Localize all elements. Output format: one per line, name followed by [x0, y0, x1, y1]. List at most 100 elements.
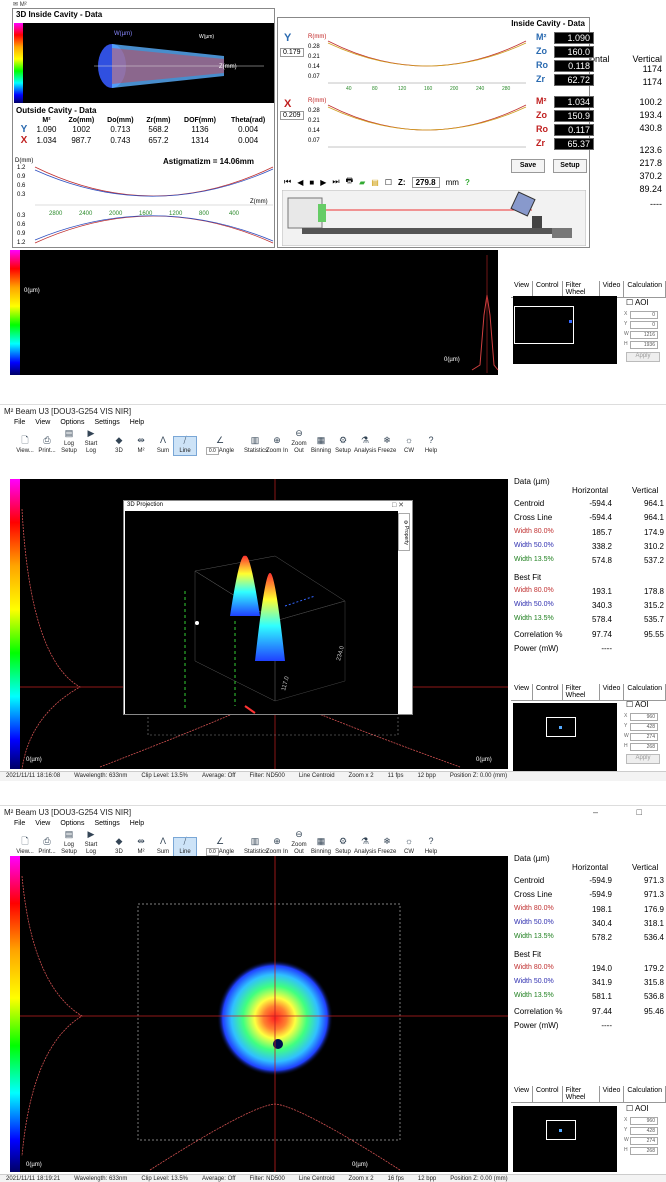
z-value[interactable]: 279.8 [411, 176, 440, 188]
toolbar-3d-button[interactable]: ◆ 3D [108, 436, 130, 455]
setup-button[interactable]: Setup [553, 159, 587, 173]
save-button[interactable]: Save [511, 159, 545, 173]
menu-settings[interactable]: Settings [94, 820, 120, 827]
toolbar-line-button[interactable]: ⧸ Line [173, 837, 197, 857]
toolbar-sum-button[interactable]: Λ Sum [152, 837, 174, 856]
tab-control[interactable]: Control [533, 1086, 563, 1102]
toolbar-statistics-button[interactable]: ▥ Statistics [244, 435, 269, 455]
aoi-y-spinner[interactable]: 0 [630, 321, 658, 329]
aoi-h-spinner[interactable]: 1936 [630, 341, 658, 349]
toolbar-analysis-button[interactable]: ⚗ Analysis [354, 435, 377, 455]
toolbar-zoom-in-button[interactable]: ⊕ Zoom In [266, 836, 289, 856]
menu-help[interactable]: Help [129, 820, 145, 827]
frame-icon[interactable]: ☐ [384, 177, 393, 187]
toolbar-angle-button[interactable]: ∠ 0.0 Angle [202, 837, 238, 856]
toolbar-m--button[interactable]: ⇹ M² [130, 436, 152, 455]
tab-view[interactable]: View [511, 1086, 534, 1102]
menu-file[interactable]: File [14, 419, 26, 426]
toolbar-print--button[interactable]: ⎙ Print... [36, 837, 58, 856]
projection-window-controls[interactable]: □ ✕ [391, 502, 404, 509]
toolbar-sum-button[interactable]: Λ Sum [152, 436, 174, 455]
help-icon[interactable]: ? [464, 177, 470, 187]
toolbar-zoom-out-button[interactable]: ⊖ Zoom Out [288, 429, 310, 455]
angle-value[interactable]: 0.0 [205, 848, 219, 856]
tab-calculation[interactable]: Calculation [624, 281, 666, 297]
rewind-icon[interactable]: ⏮ [284, 177, 292, 186]
tab-control[interactable]: Control [533, 684, 563, 700]
p3-aoi-label[interactable]: ☐ AOI [626, 1104, 649, 1113]
tab-video[interactable]: Video [600, 1086, 625, 1102]
tab-view[interactable]: View [511, 281, 534, 297]
stop-icon[interactable]: ■ [309, 177, 315, 187]
toolbar-view--button[interactable]: 🗋 View... [14, 436, 36, 455]
menu-settings[interactable]: Settings [94, 419, 120, 426]
toolbar-3d-button[interactable]: ◆ 3D [108, 837, 130, 856]
menu-file[interactable]: File [14, 820, 26, 827]
outside-value-cell: 1.090 [36, 125, 57, 134]
property-tab[interactable]: ⚙Property [398, 513, 410, 551]
outside-header-cell [17, 117, 31, 124]
aoi-x-spinner[interactable]: 0 [630, 311, 658, 319]
menu-help[interactable]: Help [129, 419, 145, 426]
aoi-w-spinner[interactable]: 274 [630, 1137, 658, 1145]
param-label: Zo [536, 110, 547, 120]
tab-calculation[interactable]: Calculation [624, 1086, 666, 1102]
toolbar-cw-button[interactable]: ☼ CW [398, 436, 420, 455]
toolbar-help-button[interactable]: ? Help [420, 837, 442, 856]
toolbar-log-setup-button[interactable]: ▤ Log Setup [58, 429, 80, 455]
folder-icon[interactable]: ▰ [359, 177, 366, 187]
toolbar-help-button[interactable]: ? Help [420, 436, 442, 455]
aoi-x-spinner[interactable]: 960 [630, 1117, 658, 1125]
toolbar-cw-button[interactable]: ☼ CW [398, 837, 420, 856]
p1-apply-button[interactable]: Apply [626, 352, 660, 362]
tab-view[interactable]: View [511, 684, 534, 700]
print-icon[interactable]: 🖶 [345, 176, 354, 185]
toolbar-setup-button[interactable]: ⚙ Setup [332, 436, 354, 455]
p2-aoi-label[interactable]: ☐ AOI [626, 700, 649, 709]
aoi-w-spinner[interactable]: 1216 [630, 331, 658, 339]
tab-filter-wheel[interactable]: Filter Wheel [563, 281, 600, 297]
aoi-y-spinner[interactable]: 428 [630, 1127, 658, 1135]
toolbar-setup-button[interactable]: ⚙ Setup [332, 837, 354, 856]
toolbar-freeze-button[interactable]: ❄ Freeze [377, 836, 397, 856]
tab-filter-wheel[interactable]: Filter Wheel [563, 684, 600, 700]
toolbar-m--button[interactable]: ⇹ M² [130, 837, 152, 856]
aoi-w-spinner[interactable]: 274 [630, 733, 658, 741]
p1-aoi-label[interactable]: ☐ AOI [626, 298, 649, 307]
toolbar-line-button[interactable]: ⧸ Line [173, 436, 197, 456]
aoi-x-spinner[interactable]: 960 [630, 713, 658, 721]
toolbar-zoom-out-button[interactable]: ⊖ Zoom Out [288, 830, 310, 856]
play-icon[interactable]: ▶ [320, 177, 327, 187]
forward-icon[interactable]: ⏭ [332, 177, 340, 186]
tab-video[interactable]: Video [600, 281, 625, 297]
tab-filter-wheel[interactable]: Filter Wheel [563, 1086, 600, 1102]
menu-view[interactable]: View [35, 820, 51, 827]
toolbar-view--button[interactable]: 🗋 View... [14, 837, 36, 856]
angle-value[interactable]: 0.0 [205, 447, 219, 455]
aoi-h-spinner[interactable]: 268 [630, 1147, 658, 1155]
tab-control[interactable]: Control [533, 281, 563, 297]
aoi-h-spinner[interactable]: 268 [630, 743, 658, 751]
toolbar-log-setup-button[interactable]: ▤ Log Setup [58, 830, 80, 856]
report-icon[interactable]: ▤ [371, 177, 379, 187]
toolbar-print--button[interactable]: ⎙ Print... [36, 436, 58, 455]
tab-calculation[interactable]: Calculation [624, 684, 666, 700]
toolbar-start-log-button[interactable]: ▶ Start Log [80, 830, 102, 856]
menu-options[interactable]: Options [60, 419, 85, 426]
toolbar-freeze-button[interactable]: ❄ Freeze [377, 435, 397, 455]
p2-apply-button[interactable]: Apply [626, 754, 660, 764]
toolbar-binning-button[interactable]: ▦ Binning [310, 836, 331, 856]
menu-view[interactable]: View [35, 419, 51, 426]
toolbar-icon-12: ▦ [316, 435, 326, 445]
toolbar-zoom-in-button[interactable]: ⊕ Zoom In [266, 435, 289, 455]
color-scale-bar [10, 250, 20, 375]
toolbar-analysis-button[interactable]: ⚗ Analysis [354, 836, 377, 856]
toolbar-statistics-button[interactable]: ▥ Statistics [244, 836, 269, 856]
toolbar-start-log-button[interactable]: ▶ Start Log [80, 429, 102, 455]
back-icon[interactable]: ◀ [297, 177, 304, 187]
tab-video[interactable]: Video [600, 684, 625, 700]
toolbar-angle-button[interactable]: ∠ 0.0 Angle [202, 436, 238, 455]
menu-options[interactable]: Options [60, 820, 85, 827]
aoi-y-spinner[interactable]: 428 [630, 723, 658, 731]
toolbar-binning-button[interactable]: ▦ Binning [310, 435, 331, 455]
